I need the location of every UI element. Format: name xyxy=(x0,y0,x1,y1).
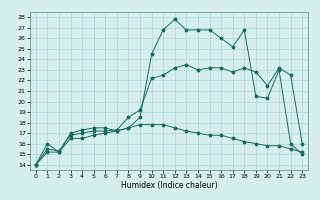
X-axis label: Humidex (Indice chaleur): Humidex (Indice chaleur) xyxy=(121,181,217,190)
